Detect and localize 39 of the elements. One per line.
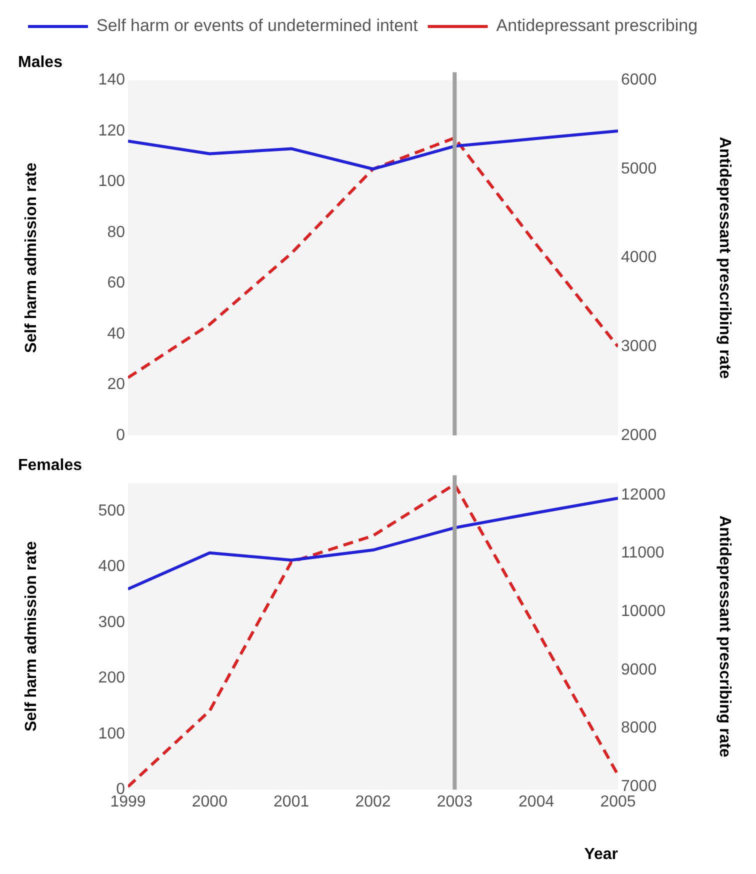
y2-tick-label: 9000 xyxy=(621,661,657,678)
x-tick-label: 2001 xyxy=(274,794,310,811)
x-tick-label: 2000 xyxy=(192,794,228,811)
y-tick-label: 140 xyxy=(98,72,126,89)
y2-tick-label: 7000 xyxy=(621,778,657,796)
legend-label: Antidepressant prescribing xyxy=(496,16,698,36)
y-tick-label: 300 xyxy=(98,614,126,631)
y2-tick-label: 8000 xyxy=(621,720,657,737)
y-tick-label: 20 xyxy=(107,376,126,394)
x-tick-label: 2005 xyxy=(600,794,636,811)
legend-label: Self harm or events of undetermined intent xyxy=(96,16,418,36)
y2-tick-label: 3000 xyxy=(621,338,657,356)
chart-title: Females xyxy=(18,457,82,474)
x-axis-title: Year xyxy=(584,846,618,863)
y-tick-label: 100 xyxy=(98,173,126,190)
y-tick-label: 120 xyxy=(98,122,126,140)
y-tick-label: 40 xyxy=(107,325,126,342)
y-axis-title: Self harm admission rate xyxy=(23,541,40,732)
x-tick-label: 2004 xyxy=(518,794,554,811)
y2-tick-label: 6000 xyxy=(621,72,657,89)
y2-axis-title: Antidepressant prescribing rate xyxy=(716,515,733,758)
y-tick-label: 80 xyxy=(107,224,126,241)
y-tick-label: 0 xyxy=(116,426,126,444)
y-tick-label: 60 xyxy=(107,274,126,292)
y2-tick-label: 11000 xyxy=(621,544,664,562)
y2-tick-label: 2000 xyxy=(621,426,657,444)
y2-axis-title: Antidepressant prescribing rate xyxy=(716,136,733,379)
y2-tick-label: 5000 xyxy=(621,160,657,178)
x-tick-label: 2003 xyxy=(436,794,473,811)
y-tick-label: 200 xyxy=(98,670,126,687)
chart-title: Males xyxy=(18,54,63,72)
y-tick-label: 500 xyxy=(98,502,126,520)
y-axis-title: Self harm admission rate xyxy=(23,162,40,353)
x-tick-label: 2002 xyxy=(355,794,391,811)
y2-tick-label: 10000 xyxy=(621,603,666,620)
y2-tick-label: 4000 xyxy=(621,249,657,266)
y2-tick-label: 12000 xyxy=(621,486,666,504)
y-tick-label: 100 xyxy=(98,725,126,742)
y-tick-label: 400 xyxy=(98,558,126,576)
